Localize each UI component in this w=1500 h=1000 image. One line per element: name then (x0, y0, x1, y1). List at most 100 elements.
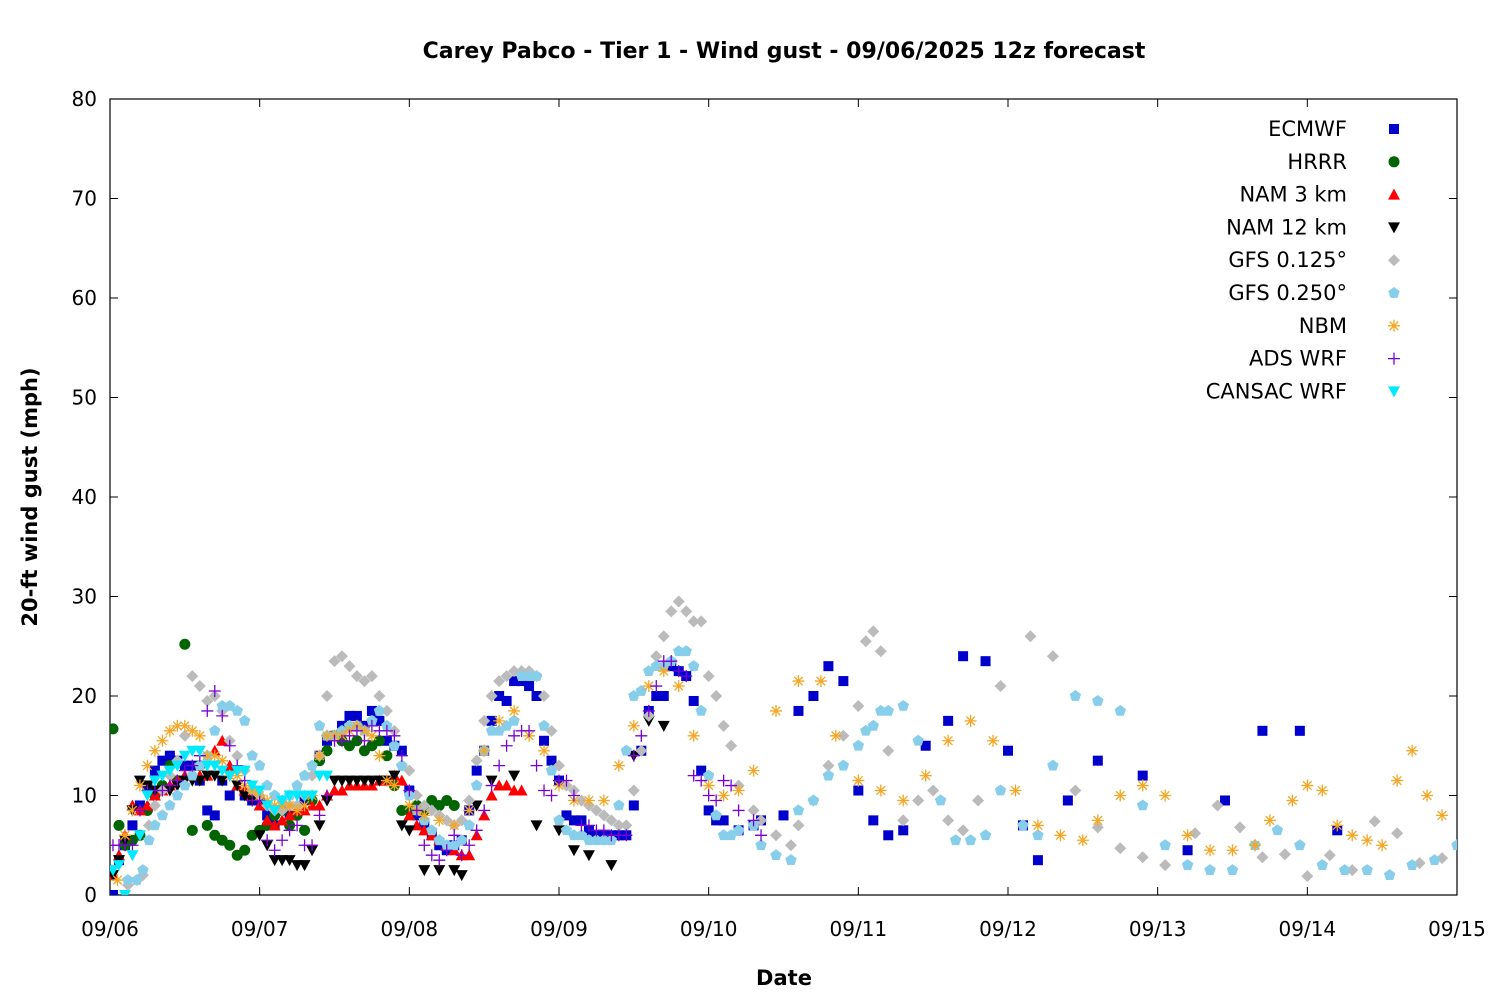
data-point (425, 804, 438, 817)
data-point (1017, 819, 1029, 831)
data-point (1204, 844, 1217, 857)
data-point (283, 799, 296, 812)
data-point (246, 780, 259, 792)
data-point (335, 650, 348, 663)
data-point (365, 719, 378, 732)
data-point (732, 804, 745, 817)
data-point (388, 729, 401, 742)
data-point (380, 724, 393, 737)
data-point (1376, 839, 1389, 852)
data-point (583, 834, 595, 846)
data-point (351, 735, 363, 747)
data-point (687, 729, 700, 742)
data-point (456, 834, 468, 846)
data-point (126, 804, 139, 817)
data-point (868, 815, 879, 826)
data-point (1092, 755, 1103, 766)
data-point (350, 670, 363, 683)
data-point (463, 839, 476, 852)
data-point (1323, 849, 1336, 862)
legend-label: HRRR (1287, 150, 1347, 174)
data-point (485, 690, 498, 702)
data-point (859, 635, 872, 648)
data-point (403, 764, 416, 777)
x-tick-label: 09/13 (1129, 917, 1187, 941)
data-point (373, 735, 385, 747)
data-point (380, 774, 393, 787)
data-point (410, 804, 423, 817)
data-point (1331, 819, 1344, 832)
data-point (635, 744, 648, 757)
data-point (613, 799, 625, 811)
legend-label: NAM 12 km (1226, 215, 1347, 239)
data-point (418, 839, 431, 852)
data-point (545, 764, 558, 776)
data-point (808, 691, 819, 701)
data-point (732, 784, 745, 797)
y-tick-label: 20 (72, 684, 97, 708)
data-point (261, 800, 274, 812)
data-point (897, 699, 909, 711)
data-point (433, 834, 445, 846)
data-point (702, 670, 715, 683)
data-point (688, 695, 699, 706)
data-point (853, 785, 864, 796)
data-point (500, 779, 513, 791)
data-point (793, 705, 804, 716)
data-point (1091, 814, 1104, 827)
data-point (137, 864, 149, 875)
data-point (388, 779, 401, 792)
data-point (657, 630, 670, 643)
data-point (143, 834, 155, 846)
data-point (478, 744, 491, 757)
x-tick-label: 09/06 (81, 917, 139, 941)
data-point (1383, 869, 1396, 880)
data-point (216, 709, 229, 722)
data-point (882, 704, 894, 716)
data-point (702, 789, 715, 802)
data-point (381, 750, 393, 762)
data-point (193, 745, 206, 757)
x-tick-label: 09/12 (979, 917, 1037, 941)
data-point (628, 690, 640, 701)
data-points (110, 595, 1457, 895)
data-point (186, 759, 199, 772)
data-point (882, 744, 895, 757)
data-point (530, 759, 543, 772)
data-point (1182, 845, 1193, 856)
data-point (711, 815, 722, 826)
data-point (509, 676, 520, 687)
data-point (283, 855, 296, 867)
data-point (687, 769, 700, 782)
data-point (358, 734, 371, 747)
data-point (823, 661, 834, 672)
data-point (860, 724, 872, 736)
y-axis-label: 20-ft wind gust (mph) (18, 367, 42, 626)
data-point (440, 844, 453, 857)
axis-ticks: 09/06 09/07 09/08 09/09 09/10 09/11 09/12 09/13… (72, 87, 1486, 941)
data-point (1301, 779, 1314, 792)
data-point (463, 804, 476, 817)
data-point (485, 789, 498, 801)
data-point (837, 759, 850, 771)
data-point (216, 699, 228, 711)
data-point (365, 729, 378, 742)
legend-marker (1388, 287, 1400, 298)
data-point (253, 830, 266, 842)
data-point (321, 729, 334, 742)
data-point (171, 760, 184, 772)
data-point (493, 759, 506, 772)
data-point (725, 779, 738, 792)
data-point (687, 615, 700, 628)
data-point (657, 720, 670, 732)
data-point (231, 704, 243, 716)
data-point (852, 739, 865, 751)
data-point (538, 784, 551, 797)
data-point (201, 819, 213, 831)
data-point (1159, 839, 1171, 851)
data-point (1226, 864, 1239, 875)
data-point (253, 785, 266, 797)
y-tick-label: 50 (72, 386, 97, 410)
data-point (575, 829, 588, 841)
data-point (231, 749, 244, 762)
